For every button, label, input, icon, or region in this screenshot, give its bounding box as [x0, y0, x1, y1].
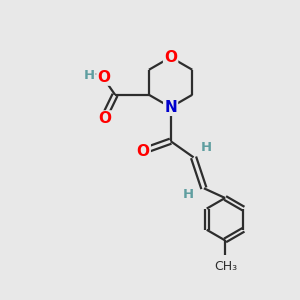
Text: H: H — [84, 69, 95, 82]
Text: H: H — [200, 141, 211, 154]
Text: CH₃: CH₃ — [214, 260, 237, 273]
Text: ·: · — [93, 68, 98, 83]
Text: O: O — [164, 50, 177, 65]
Text: O: O — [137, 144, 150, 159]
Text: O: O — [98, 111, 111, 126]
Text: N: N — [164, 100, 177, 115]
Text: H: H — [183, 188, 194, 201]
Text: O: O — [98, 70, 110, 85]
